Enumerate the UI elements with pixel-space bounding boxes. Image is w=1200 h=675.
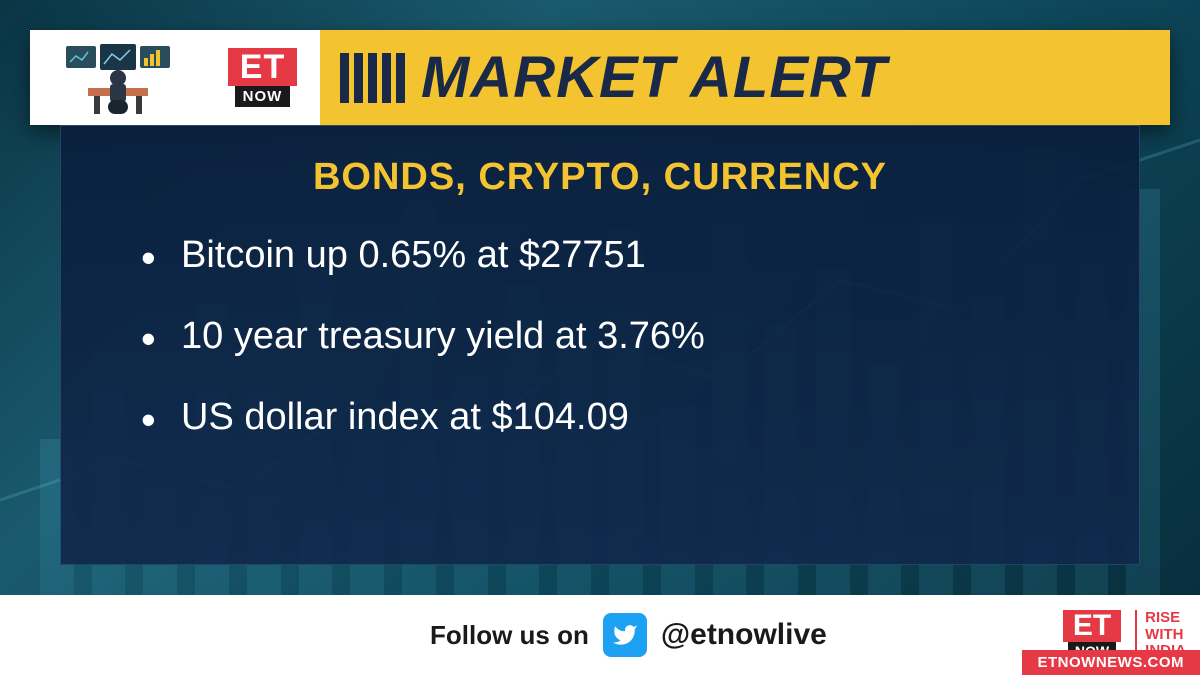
- twitter-handle: @etnowlive: [661, 618, 827, 652]
- content-panel: BONDS, CRYPTO, CURRENCY Bitcoin up 0.65%…: [60, 125, 1140, 565]
- header-title: MARKET ALERT: [421, 44, 887, 111]
- footer-logo-et: ET: [1063, 610, 1121, 642]
- et-now-logo: ET NOW: [228, 48, 297, 107]
- trader-illustration: [38, 38, 197, 117]
- header-title-bar: MARKET ALERT: [320, 30, 1170, 125]
- bars-icon: [340, 53, 405, 103]
- follow-section: Follow us on @etnowlive: [430, 613, 827, 657]
- panel-heading: BONDS, CRYPTO, CURRENCY: [111, 156, 1089, 199]
- bullet-item: US dollar index at $104.09: [141, 396, 1089, 439]
- bullet-item: 10 year treasury yield at 3.76%: [141, 315, 1089, 358]
- twitter-icon: [603, 613, 647, 657]
- follow-label: Follow us on: [430, 620, 589, 651]
- logo-now-text: NOW: [235, 86, 291, 107]
- rise-line: WITH: [1145, 627, 1186, 644]
- footer-url: ETNOWNEWS.COM: [1022, 650, 1200, 675]
- header-illustration-block: [30, 30, 205, 125]
- rise-line: RISE: [1145, 610, 1186, 627]
- header-logo-block: ET NOW: [205, 30, 320, 125]
- bullet-item: Bitcoin up 0.65% at $27751: [141, 234, 1089, 277]
- bullet-list: Bitcoin up 0.65% at $27751 10 year treas…: [111, 234, 1089, 439]
- logo-et-text: ET: [228, 48, 297, 86]
- footer-bar: Follow us on @etnowlive ET NOW RISE WITH…: [0, 595, 1200, 675]
- header-banner: ET NOW MARKET ALERT: [30, 30, 1170, 125]
